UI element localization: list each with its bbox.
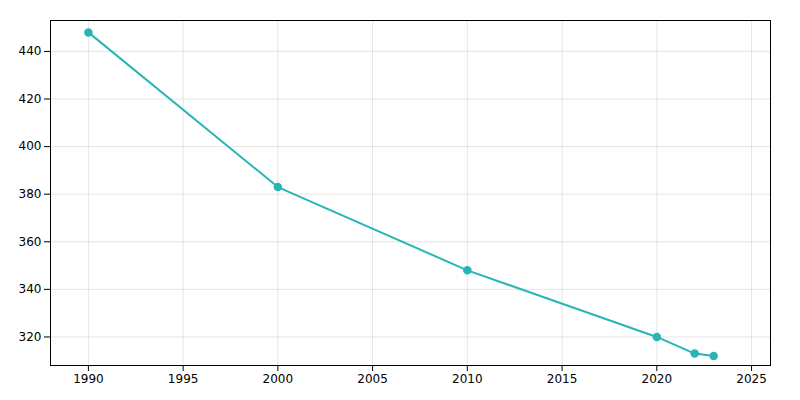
svg-text:380: 380 bbox=[19, 187, 42, 201]
svg-text:2010: 2010 bbox=[452, 372, 483, 386]
svg-text:2020: 2020 bbox=[642, 372, 673, 386]
svg-text:360: 360 bbox=[19, 235, 42, 249]
svg-text:1990: 1990 bbox=[73, 372, 104, 386]
svg-text:400: 400 bbox=[19, 139, 42, 153]
svg-text:2025: 2025 bbox=[736, 372, 767, 386]
svg-text:420: 420 bbox=[19, 92, 42, 106]
svg-text:2005: 2005 bbox=[357, 372, 388, 386]
svg-text:1995: 1995 bbox=[168, 372, 199, 386]
svg-text:2015: 2015 bbox=[547, 372, 578, 386]
svg-text:320: 320 bbox=[19, 330, 42, 344]
svg-text:340: 340 bbox=[19, 282, 42, 296]
svg-text:2000: 2000 bbox=[263, 372, 294, 386]
svg-text:440: 440 bbox=[19, 44, 42, 58]
